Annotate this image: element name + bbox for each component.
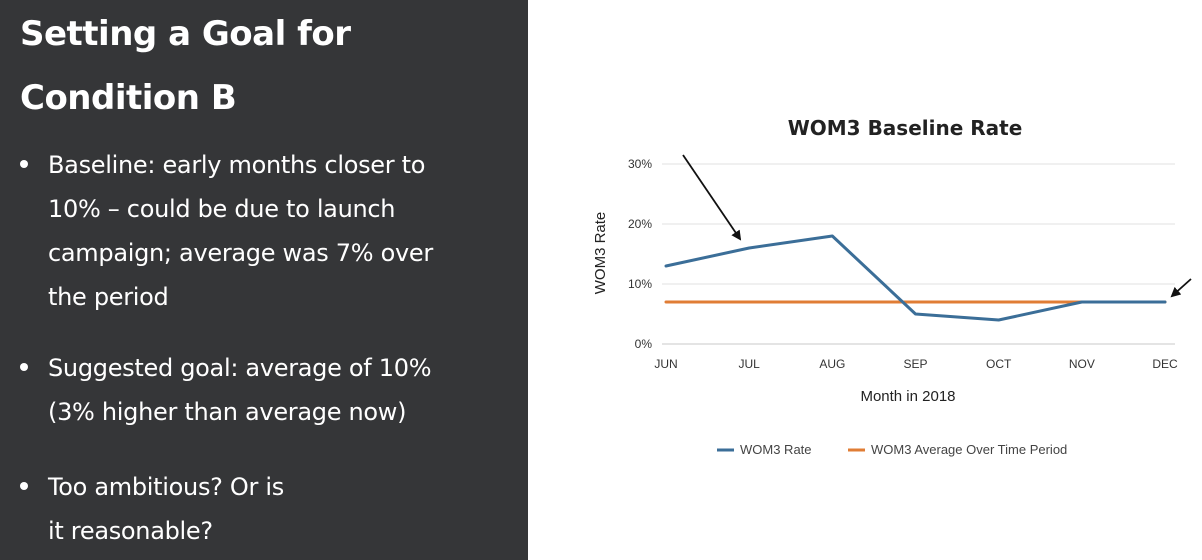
annotation-arrow <box>1170 278 1192 298</box>
y-tick-label: 0% <box>635 337 653 351</box>
bullet-line: the period <box>48 283 169 311</box>
y-tick-label: 10% <box>628 277 652 291</box>
line-chart: WOM3 Baseline Rate 0% 10% 20% 30% JUN JUL AUG… <box>592 116 1192 457</box>
x-tick-label: NOV <box>1069 357 1095 371</box>
bullet-text: Suggested goal: average of 10% (3% highe… <box>48 346 520 434</box>
chart-series <box>664 234 1167 322</box>
bullet-line: Baseline: early months closer to <box>48 151 426 179</box>
legend-label: WOM3 Average Over Time Period <box>871 442 1067 457</box>
chart-legend: WOM3 Rate WOM3 Average Over Time Period <box>717 442 1067 457</box>
x-axis-ticks: JUN JUL AUG SEP OCT NOV DEC <box>654 357 1178 371</box>
y-axis-label: WOM3 Rate <box>592 212 609 295</box>
annotation-arrow <box>682 154 742 241</box>
bullet-line: it reasonable? <box>48 517 213 545</box>
bullet-baseline: Baseline: early months closer to 10% – c… <box>20 143 520 319</box>
chart-panel: WOM3 Baseline Rate 0% 10% 20% 30% JUN JUL AUG… <box>528 0 1202 560</box>
y-tick-label: 30% <box>628 157 652 171</box>
slide-title-line-1: Setting a Goal for <box>20 14 351 54</box>
slide-title-line-2: Condition B <box>20 78 237 118</box>
bullet-dot <box>20 482 28 490</box>
bullet-text: Baseline: early months closer to 10% – c… <box>48 143 520 319</box>
bullet-suggested-goal: Suggested goal: average of 10% (3% highe… <box>20 346 520 434</box>
bullet-text: Too ambitious? Or is it reasonable? <box>48 465 520 553</box>
x-tick-label: DEC <box>1152 357 1178 371</box>
series-line <box>664 234 1167 322</box>
x-axis-label: Month in 2018 <box>860 388 955 405</box>
bullet-line: Too ambitious? Or is <box>48 473 284 501</box>
chart-annotations <box>682 154 1192 298</box>
chart-title: WOM3 Baseline Rate <box>788 116 1023 140</box>
bullet-dot <box>20 160 28 168</box>
x-tick-label: SEP <box>903 357 927 371</box>
bullet-line: Suggested goal: average of 10% <box>48 354 432 382</box>
bullet-dot <box>20 363 28 371</box>
grid-lines <box>662 163 1175 345</box>
x-tick-label: JUL <box>738 357 760 371</box>
y-axis-ticks: 0% 10% 20% 30% <box>628 157 652 351</box>
x-tick-label: AUG <box>819 357 845 371</box>
bullet-question: Too ambitious? Or is it reasonable? <box>20 465 520 553</box>
bullet-line: campaign; average was 7% over <box>48 239 433 267</box>
bullet-line: (3% higher than average now) <box>48 398 407 426</box>
slide-title: Setting a Goal for Condition B <box>20 2 520 130</box>
bullet-line: 10% – could be due to launch <box>48 195 396 223</box>
slide-text-panel: Setting a Goal for Condition B Baseline:… <box>0 0 528 560</box>
y-tick-label: 20% <box>628 217 652 231</box>
x-tick-label: OCT <box>986 357 1012 371</box>
legend-label: WOM3 Rate <box>740 442 812 457</box>
x-tick-label: JUN <box>654 357 677 371</box>
